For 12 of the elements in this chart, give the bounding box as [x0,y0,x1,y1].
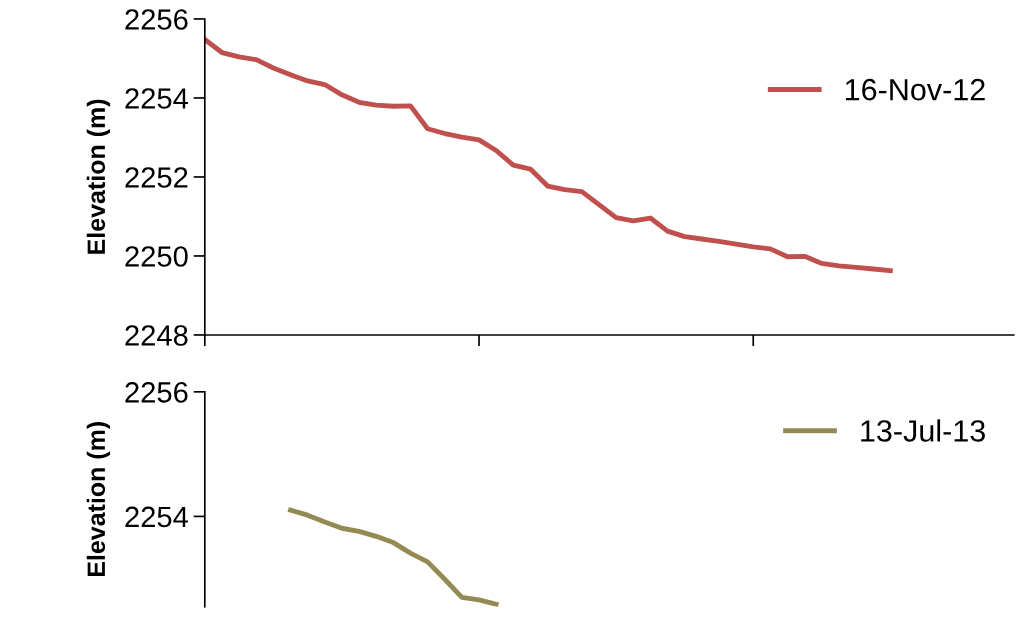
y-tick-label: 2248 [125,325,188,346]
y-axis-title: Elevation (m) [86,422,111,577]
y-tick-label: 2254 [125,506,188,528]
y-tick-label: 2250 [125,246,188,267]
y-axis-title: Elevation (m) [86,99,111,254]
legend-label: 16-Nov-12 [845,78,985,101]
legend-label: 13-Jul-13 [861,419,985,442]
y-tick-label: 2256 [125,382,188,403]
y-tick-label: 2256 [125,9,188,30]
line-series [288,507,499,607]
y-tick-label: 2252 [125,167,188,188]
y-tick-label: 2254 [125,88,188,109]
